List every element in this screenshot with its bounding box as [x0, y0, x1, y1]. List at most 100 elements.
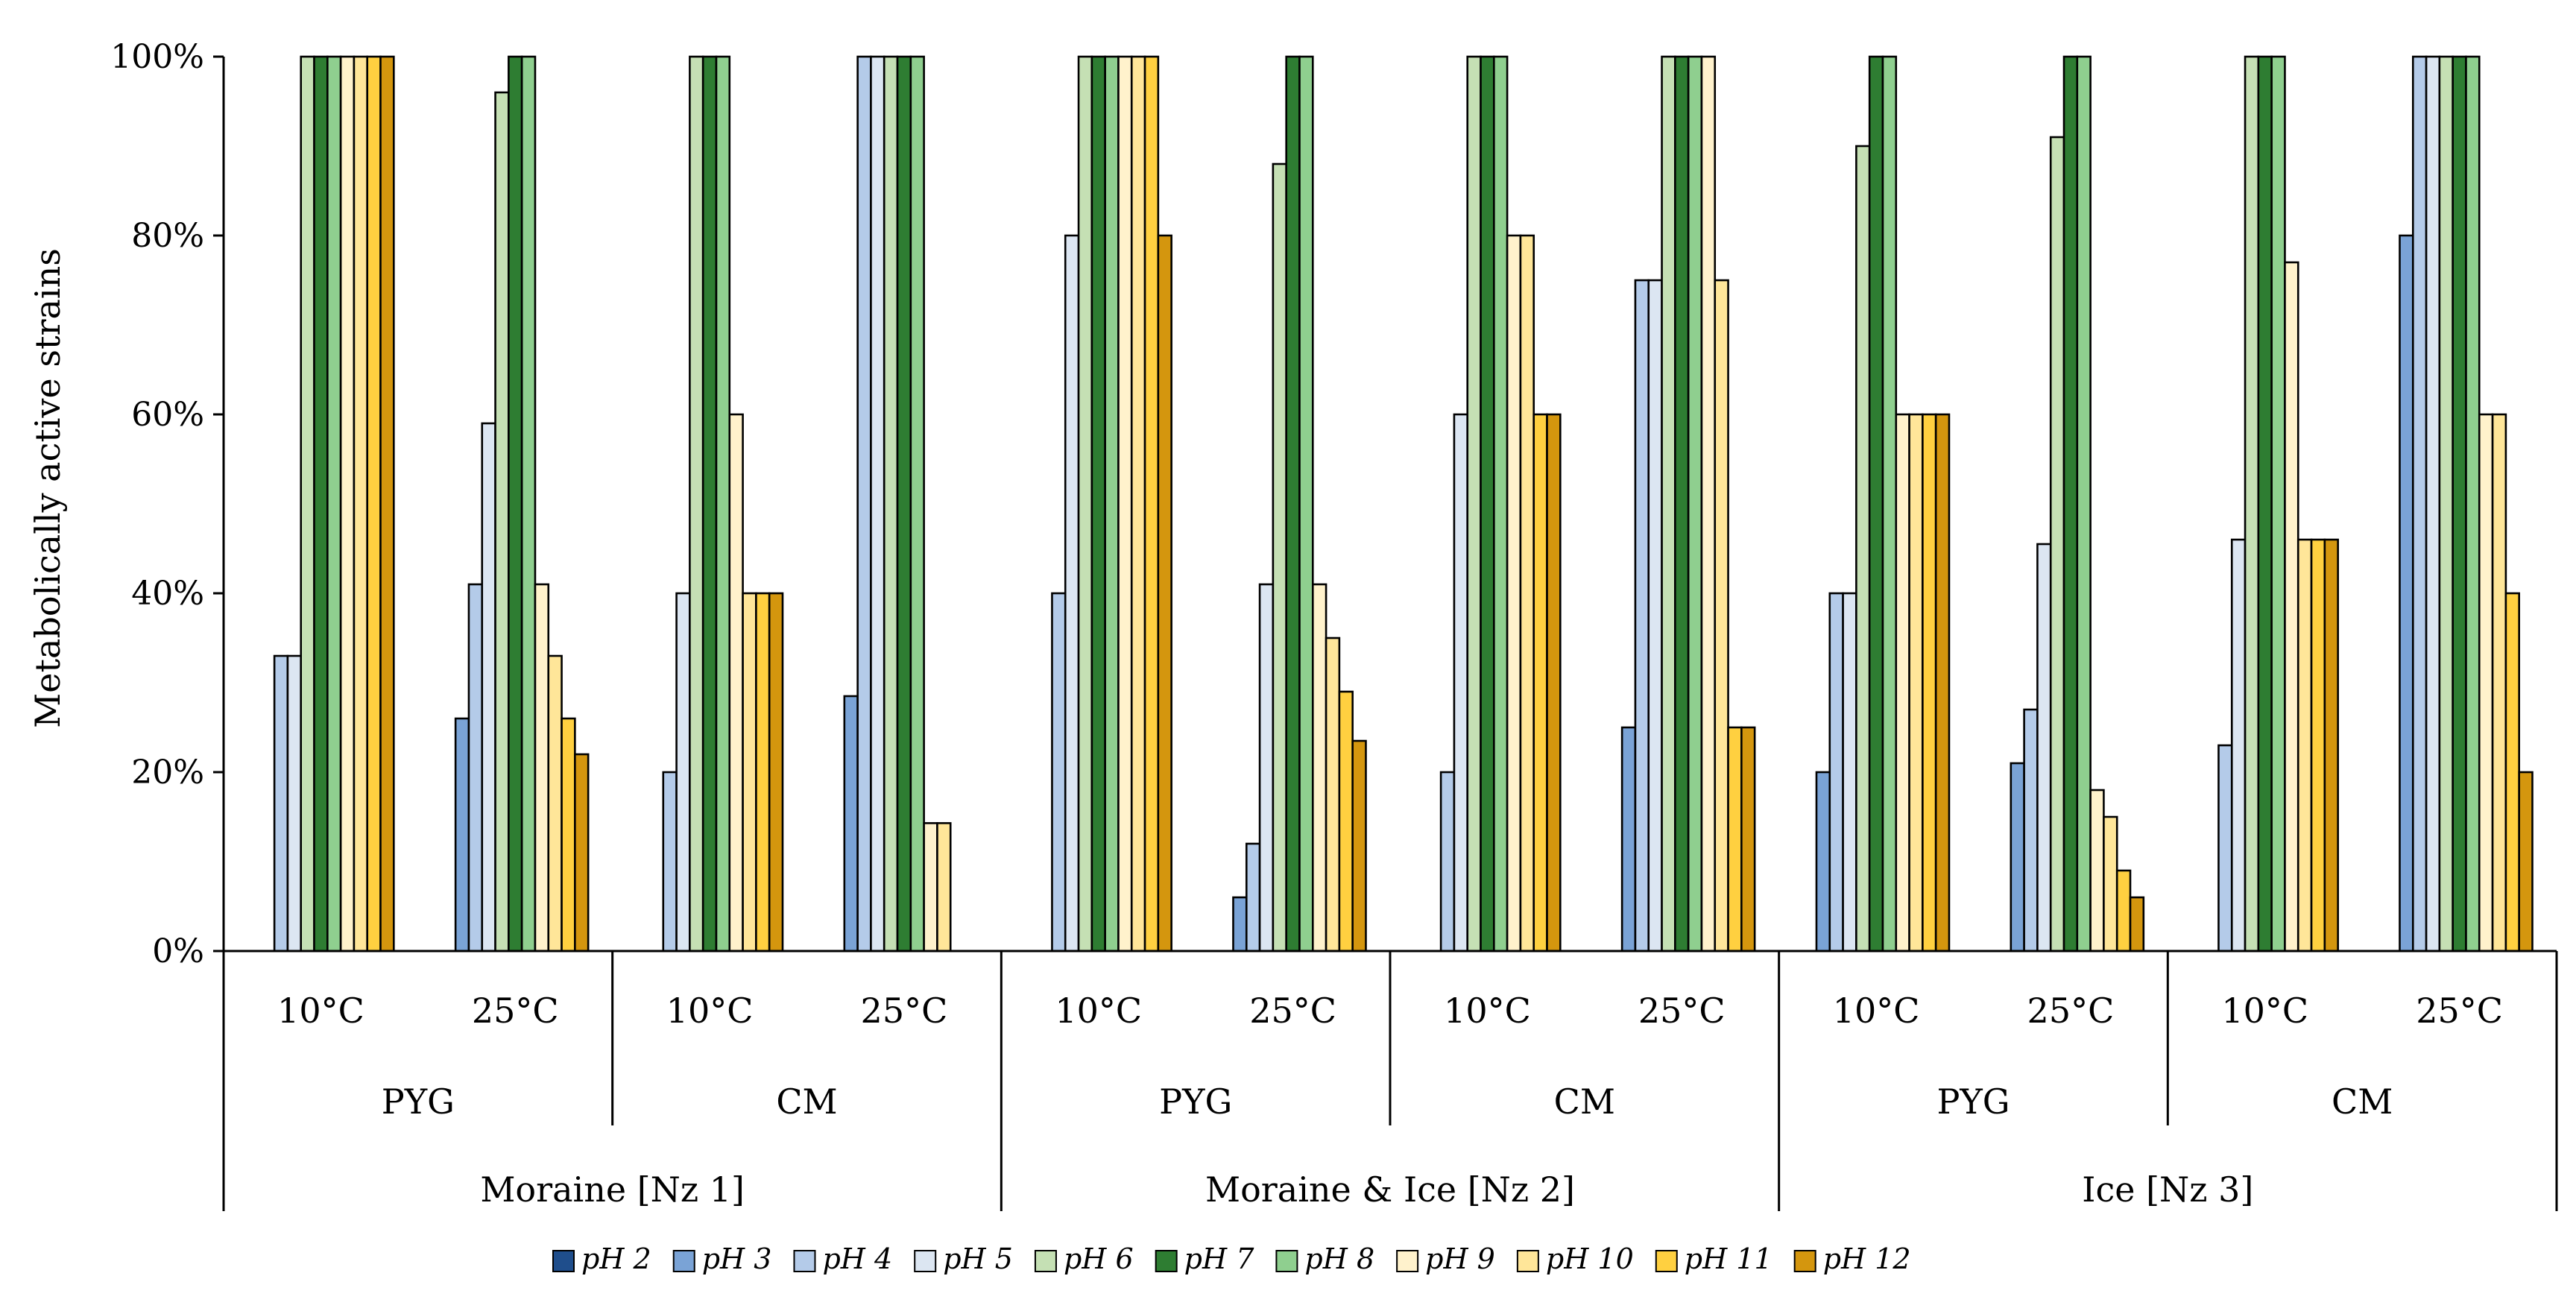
bar-ph5 [1453, 413, 1469, 953]
bar-ph11 [1143, 55, 1160, 953]
y-tick-label: 0% [152, 932, 204, 970]
bar-ph10 [547, 654, 563, 953]
bar-ph5 [2036, 543, 2052, 953]
bar-ph11 [1338, 690, 1354, 953]
bar-ph9 [728, 413, 744, 953]
legend-item: pH 11 [1655, 1242, 1772, 1275]
bar-ph9 [1311, 583, 1328, 953]
bar-ph11 [1727, 726, 1743, 953]
bar-ph8 [1104, 55, 1120, 953]
legend-item: pH 3 [672, 1242, 771, 1275]
x-axis: 10°C 25°C 10°C 25°C 10°C 25°C 10°C 25°C 10°C 25°C… [222, 950, 2558, 1211]
bar-ph4 [1245, 842, 1261, 953]
bar-ph10 [1519, 234, 1535, 953]
bar-ph7 [1285, 55, 1301, 953]
bar-ph4 [1051, 592, 1067, 953]
bar-ph4 [856, 55, 872, 953]
bar-ph4 [2217, 744, 2233, 953]
bar-ph4 [1634, 279, 1650, 953]
bar-ph3 [843, 695, 859, 953]
bar-ph5 [1064, 234, 1080, 953]
legend-label: pH 9 [1425, 1242, 1495, 1275]
bar-ph12 [1157, 234, 1172, 953]
bar-ph12 [1740, 726, 1756, 953]
bar-ph10 [1714, 279, 1729, 953]
y-axis-label: Metabolically active strains [28, 248, 68, 728]
x-temperature-label: 25°C [2027, 991, 2115, 1031]
bar-ph7 [2452, 55, 2467, 953]
legend-swatch [1793, 1250, 1816, 1272]
bar-ph3 [454, 717, 470, 953]
bar-ph8 [1493, 55, 1509, 953]
bar-ph4 [1828, 592, 1844, 953]
bar-ph3 [2010, 762, 2025, 953]
bar-ph6 [2438, 55, 2454, 953]
bar-ph3 [1815, 771, 1831, 953]
bar-ph12 [1934, 413, 1951, 953]
legend-swatch [1516, 1250, 1539, 1272]
y-axis: 0% 20% 40% 60% 80% 100% [110, 38, 225, 970]
bar-ph5 [2425, 55, 2441, 953]
bar-ph12 [2129, 896, 2145, 953]
bar-ph4 [273, 654, 289, 953]
bar-ph12 [1351, 739, 1367, 953]
legend-item: pH 4 [793, 1242, 892, 1275]
x-medium-label: PYG [1159, 1081, 1232, 1122]
legend-label: pH 11 [1685, 1242, 1772, 1275]
legend-swatch [1655, 1250, 1678, 1272]
bar-ph9 [534, 583, 550, 953]
legend-item: pH 8 [1275, 1242, 1374, 1275]
bar-ph4 [2411, 55, 2428, 953]
legend-label: pH 2 [581, 1242, 651, 1275]
legend-label: pH 8 [1304, 1242, 1374, 1275]
bar-ph5 [2230, 538, 2247, 953]
bar-ph8 [2076, 55, 2092, 953]
bar-ph6 [883, 55, 899, 953]
legend-item: pH 12 [1793, 1242, 1911, 1275]
bar-ph5 [870, 55, 886, 953]
y-tick-label: 40% [131, 575, 204, 613]
bar-ph5 [1647, 279, 1663, 953]
bar-ph10 [742, 592, 757, 953]
bar-ph9 [1506, 234, 1522, 953]
x-temperature-label: 10°C [2221, 991, 2308, 1031]
legend-swatch [793, 1250, 816, 1272]
bar-ph11 [2504, 592, 2520, 953]
bar-ph12 [574, 753, 590, 953]
legend: pH 2 pH 3 pH 4 pH 5 pH 6 pH 7 pH 8 pH 9 pH 10 pH … [552, 1242, 1911, 1275]
x-temperature-label: 10°C [1833, 991, 1920, 1031]
y-tick-label: 60% [131, 396, 204, 434]
bar-ph4 [1439, 771, 1456, 953]
bar-ph6 [300, 55, 315, 953]
bar-ph6 [1077, 55, 1093, 953]
bar-ph10 [936, 822, 952, 953]
x-medium-label: CM [1554, 1081, 1615, 1122]
legend-swatch [1396, 1250, 1419, 1272]
bar-ph12 [768, 592, 784, 953]
bar-ph7 [1480, 55, 1495, 953]
bar-ph6 [1466, 55, 1482, 953]
legend-label: pH 6 [1064, 1242, 1134, 1275]
y-tick-label: 80% [131, 217, 204, 255]
legend-swatch [1034, 1250, 1057, 1272]
bar-ph5 [1842, 592, 1857, 953]
bar-ph6 [1855, 145, 1871, 953]
bar-ph11 [2310, 538, 2326, 953]
bar-ph11 [561, 717, 576, 953]
bar-ph4 [467, 583, 484, 953]
legend-swatch [672, 1250, 695, 1272]
bar-ph8 [909, 55, 925, 953]
bar-ph9 [2089, 789, 2105, 953]
bar-ph7 [508, 55, 523, 953]
legend-item: pH 9 [1396, 1242, 1495, 1275]
bar-ph10 [2103, 815, 2118, 953]
bar-ph8 [1298, 55, 1314, 953]
bar-ph11 [2115, 869, 2132, 953]
legend-label: pH 5 [943, 1242, 1013, 1275]
x-temperature-label: 25°C [472, 991, 559, 1031]
bar-ph10 [2491, 413, 2507, 953]
bar-ph9 [339, 55, 356, 953]
legend-label: pH 4 [822, 1242, 892, 1275]
legend-label: pH 7 [1184, 1242, 1255, 1275]
